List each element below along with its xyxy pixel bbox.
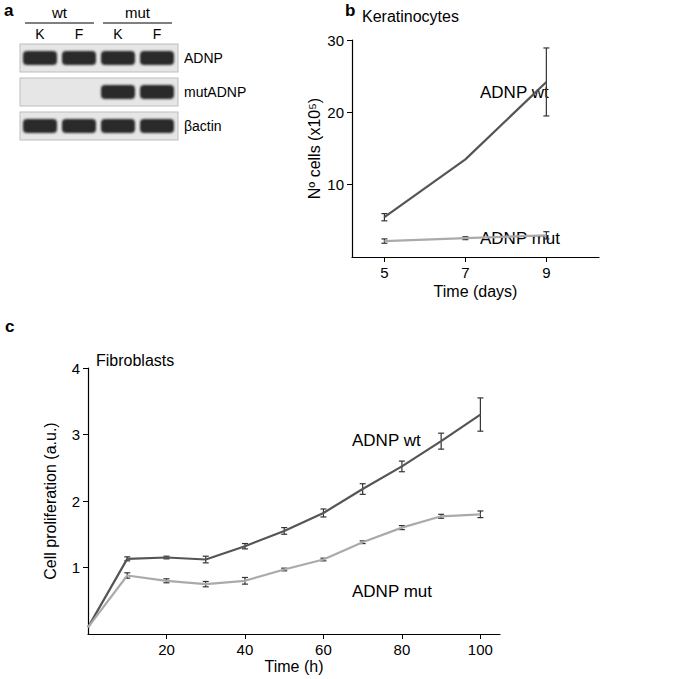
svg-text:4: 4 — [72, 360, 80, 377]
svg-text:5: 5 — [380, 264, 388, 281]
svg-text:2: 2 — [72, 493, 80, 510]
svg-text:wt: wt — [51, 4, 68, 21]
svg-text:Cell proliferation (a.u.): Cell proliferation (a.u.) — [42, 422, 59, 579]
svg-text:ADNP mut: ADNP mut — [480, 229, 560, 248]
svg-text:30: 30 — [327, 32, 344, 49]
svg-text:F: F — [153, 26, 162, 42]
svg-text:mut: mut — [125, 4, 151, 21]
svg-text:20: 20 — [327, 104, 344, 121]
svg-text:mutADNP: mutADNP — [184, 84, 246, 100]
svg-text:Time (h): Time (h) — [265, 658, 324, 675]
svg-text:K: K — [113, 26, 123, 42]
svg-text:10: 10 — [327, 176, 344, 193]
svg-text:ADNP wt: ADNP wt — [480, 83, 549, 102]
svg-text:3: 3 — [72, 426, 80, 443]
svg-text:Nº cells (x10⁵): Nº cells (x10⁵) — [306, 98, 323, 199]
svg-text:9: 9 — [542, 264, 550, 281]
svg-text:60: 60 — [315, 641, 332, 658]
svg-text:b: b — [345, 1, 355, 20]
svg-text:20: 20 — [158, 641, 175, 658]
svg-text:c: c — [5, 317, 14, 336]
svg-text:ADNP: ADNP — [184, 50, 223, 66]
svg-text:a: a — [4, 1, 14, 20]
svg-text:7: 7 — [461, 264, 469, 281]
svg-text:80: 80 — [394, 641, 411, 658]
svg-text:K: K — [35, 26, 45, 42]
svg-text:ADNP wt: ADNP wt — [352, 431, 421, 450]
svg-text:Time (days): Time (days) — [434, 283, 518, 300]
svg-text:Fibroblasts: Fibroblasts — [96, 352, 174, 369]
svg-text:ADNP mut: ADNP mut — [352, 582, 432, 601]
svg-text:1: 1 — [72, 559, 80, 576]
svg-text:40: 40 — [237, 641, 254, 658]
svg-text:βactin: βactin — [184, 118, 222, 134]
svg-text:F: F — [75, 26, 84, 42]
svg-text:Keratinocytes: Keratinocytes — [362, 8, 459, 25]
svg-text:100: 100 — [468, 641, 493, 658]
